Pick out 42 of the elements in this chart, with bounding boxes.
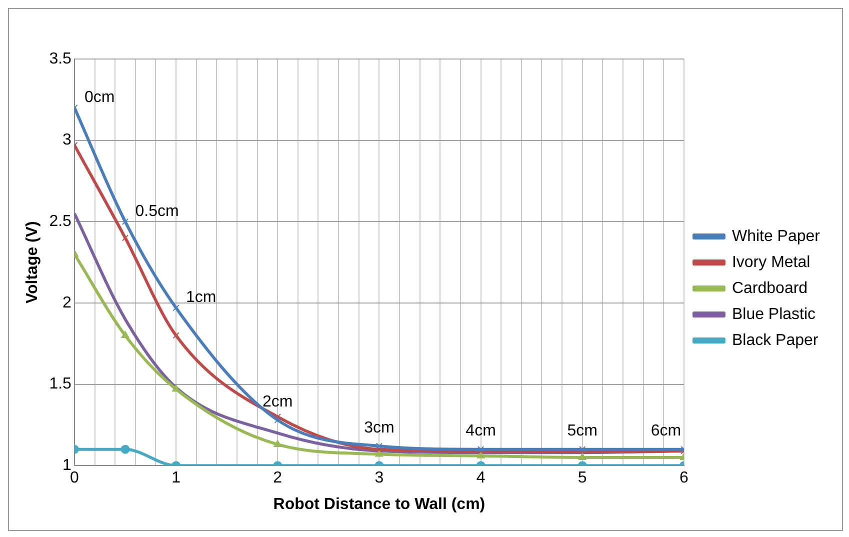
point bbox=[172, 384, 180, 392]
point bbox=[376, 442, 383, 450]
y-tick-label: 1 bbox=[62, 457, 72, 474]
y-tick-label: 2.5 bbox=[49, 213, 72, 230]
legend-label: Black Paper bbox=[732, 332, 819, 349]
annotation: 4cm bbox=[466, 422, 496, 440]
point bbox=[172, 304, 180, 312]
x-tick-label: 2 bbox=[273, 470, 282, 487]
point bbox=[172, 332, 180, 339]
point bbox=[122, 234, 129, 242]
annotation: 2cm bbox=[262, 393, 293, 410]
point bbox=[274, 413, 281, 420]
y-tick-label: 3.5 bbox=[49, 50, 72, 68]
point bbox=[120, 444, 130, 454]
annotation: 0cm bbox=[84, 89, 115, 106]
x-tick-label: 1 bbox=[172, 470, 181, 487]
annotation: 0.5cm bbox=[135, 203, 179, 220]
point bbox=[121, 330, 130, 338]
point bbox=[578, 452, 586, 460]
legend-label: Ivory Metal bbox=[732, 254, 810, 271]
y-axis-title: Voltage (V) bbox=[24, 221, 42, 304]
y-tick-label: 2 bbox=[62, 294, 72, 312]
legend-label: White Paper bbox=[732, 228, 821, 245]
point bbox=[375, 450, 384, 457]
annotation: 1cm bbox=[186, 289, 216, 306]
legend-label: Cardboard bbox=[732, 280, 808, 297]
point bbox=[122, 218, 129, 225]
x-tick-label: 5 bbox=[578, 470, 587, 487]
x-tick-label: 3 bbox=[374, 470, 384, 487]
x-tick-label: 4 bbox=[476, 470, 486, 487]
x-tick-label: 0 bbox=[70, 470, 79, 487]
annotation: 5cm bbox=[567, 422, 598, 440]
point bbox=[274, 416, 281, 424]
annotation: 6cm bbox=[650, 422, 682, 440]
x-axis-title: Robot Distance to Wall (cm) bbox=[273, 496, 486, 513]
point bbox=[376, 446, 383, 453]
x-tick-label: 6 bbox=[680, 470, 689, 487]
point bbox=[274, 440, 282, 447]
y-tick-label: 3 bbox=[62, 132, 72, 149]
y-tick-label: 1.5 bbox=[49, 376, 72, 393]
legend-label: Blue Plastic bbox=[732, 306, 816, 323]
annotation: 3cm bbox=[364, 419, 394, 436]
